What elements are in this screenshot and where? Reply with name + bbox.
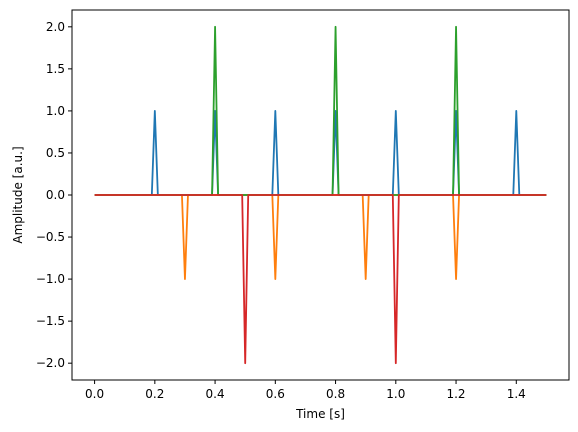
series-line-3	[94, 25, 547, 196]
y-axis-label: Amplitude [a.u.]	[11, 146, 25, 243]
y-tick-label: 2.0	[46, 20, 65, 34]
y-tick-label: −1.0	[36, 272, 65, 286]
x-axis-ticks: 0.0 0.2 0.4 0.6 0.8 1.0 1.2 1.4	[85, 380, 526, 401]
plot-area	[71, 9, 570, 381]
x-tick-label: 1.4	[507, 387, 526, 401]
x-tick-label: 1.0	[386, 387, 405, 401]
series-layer	[94, 25, 547, 365]
y-tick-label: 0.0	[46, 188, 65, 202]
y-tick-label: 1.0	[46, 104, 65, 118]
x-tick-label: 0.8	[326, 387, 345, 401]
x-tick-label: 0.4	[206, 387, 225, 401]
y-axis-ticks: −2.0 −1.5 −1.0 −0.5 0.0 0.5 1.0 1.5 2.0	[36, 20, 72, 370]
series-line-4	[94, 194, 547, 365]
x-axis-label: Time [s]	[295, 407, 345, 421]
y-tick-label: −0.5	[36, 230, 65, 244]
y-tick-label: −2.0	[36, 356, 65, 370]
x-tick-label: 1.2	[446, 387, 465, 401]
x-tick-label: 0.2	[145, 387, 164, 401]
x-tick-label: 0.6	[266, 387, 285, 401]
y-tick-label: 1.5	[46, 62, 65, 76]
y-tick-label: −1.5	[36, 314, 65, 328]
y-tick-label: 0.5	[46, 146, 65, 160]
x-tick-label: 0.0	[85, 387, 104, 401]
